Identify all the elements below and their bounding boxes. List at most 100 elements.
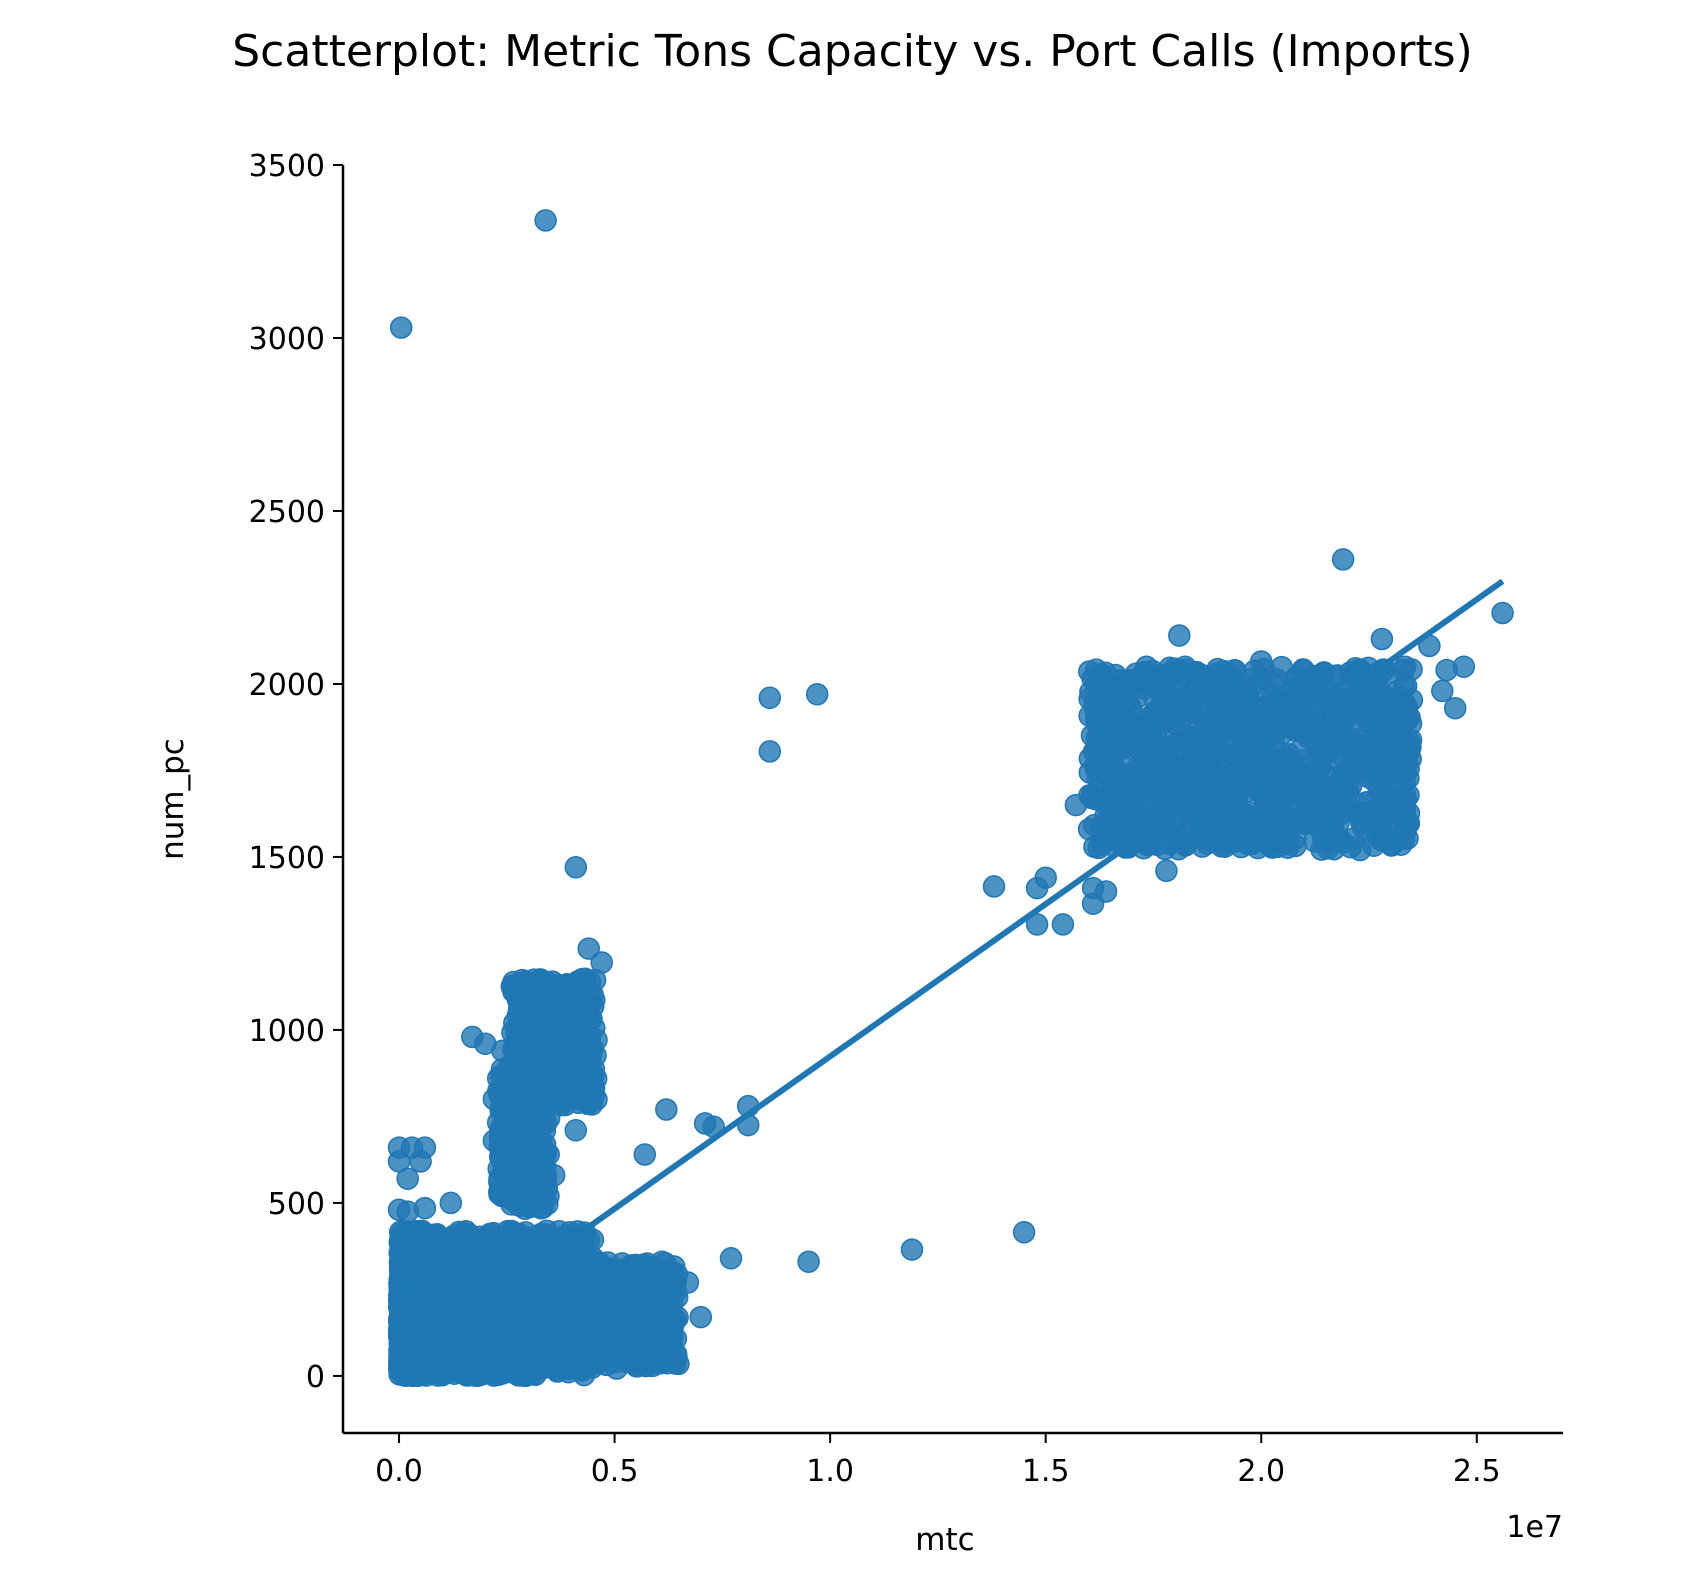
data-point xyxy=(1265,668,1288,691)
y-tick-label: 2500 xyxy=(249,495,325,530)
data-point xyxy=(758,740,782,763)
data-point xyxy=(1365,822,1388,846)
data-point xyxy=(486,1067,510,1090)
data-point xyxy=(590,951,613,974)
data-point xyxy=(1318,714,1342,737)
x-axis-ticks: 0.0 0.5 1.0 1.5 2.0 2.5 xyxy=(375,1433,1501,1489)
data-point xyxy=(1393,692,1417,716)
data-point xyxy=(483,1310,507,1334)
data-point xyxy=(1094,880,1118,903)
data-point xyxy=(1168,682,1191,706)
data-point xyxy=(1353,759,1376,782)
x-tick-label: 0.5 xyxy=(591,1454,639,1489)
data-point xyxy=(1452,655,1476,678)
data-point xyxy=(1293,783,1316,806)
data-point xyxy=(520,1229,544,1253)
data-point xyxy=(507,1149,530,1173)
data-point xyxy=(1339,835,1362,859)
data-point xyxy=(1159,751,1183,774)
data-point xyxy=(555,974,579,997)
y-tick-label: 1500 xyxy=(249,841,325,876)
data-point xyxy=(482,1129,506,1152)
data-point xyxy=(542,1163,566,1187)
data-point xyxy=(652,1350,676,1373)
data-point xyxy=(491,1039,514,1062)
data-point xyxy=(424,1354,447,1378)
data-point xyxy=(624,1253,647,1277)
data-point xyxy=(447,1259,471,1283)
data-point xyxy=(1168,624,1191,647)
data-point xyxy=(530,1129,553,1152)
y-tick-label: 3000 xyxy=(249,322,325,357)
data-point xyxy=(396,1167,419,1190)
data-point xyxy=(409,1150,432,1173)
x-tick-label: 1.0 xyxy=(806,1454,854,1489)
data-point xyxy=(565,1257,588,1280)
y-axis-label: num_pc xyxy=(155,738,191,860)
data-point xyxy=(482,1087,506,1111)
regression-line xyxy=(397,578,1505,1364)
data-point xyxy=(396,1200,419,1223)
data-point xyxy=(588,1332,611,1356)
data-point xyxy=(1397,802,1421,825)
data-point xyxy=(435,1229,458,1253)
data-point xyxy=(1229,705,1252,729)
data-point xyxy=(1443,696,1467,720)
data-point xyxy=(575,1059,598,1082)
data-point xyxy=(560,1085,583,1108)
data-point xyxy=(1095,673,1118,696)
data-point xyxy=(565,1327,588,1351)
x-tick-label: 0.0 xyxy=(375,1454,423,1489)
data-point xyxy=(1306,761,1330,784)
data-point xyxy=(508,975,531,998)
chart-title: Scatterplot: Metric Tons Capacity vs. Po… xyxy=(232,26,1473,77)
data-point xyxy=(797,1250,820,1273)
data-point xyxy=(534,209,557,232)
data-point xyxy=(1251,699,1275,723)
data-point xyxy=(805,683,829,706)
data-point xyxy=(1012,1221,1036,1244)
data-point xyxy=(530,1033,554,1056)
y-tick-label: 0 xyxy=(306,1360,325,1395)
data-point xyxy=(1181,701,1205,725)
data-point xyxy=(1249,650,1273,673)
data-point xyxy=(1398,730,1421,754)
data-point xyxy=(389,316,413,339)
data-point xyxy=(1212,787,1236,810)
data-point xyxy=(1122,806,1145,829)
data-point xyxy=(1366,682,1389,705)
data-point xyxy=(569,1300,593,1323)
scatter-points xyxy=(387,209,1514,1388)
data-point xyxy=(1257,830,1281,853)
data-point xyxy=(1491,601,1514,625)
data-point xyxy=(1160,774,1184,797)
x-axis-offset-label: 1e7 xyxy=(1506,1510,1563,1545)
data-point xyxy=(1155,859,1178,883)
data-point xyxy=(1187,736,1211,760)
data-point xyxy=(650,1250,674,1273)
data-point xyxy=(1124,777,1148,801)
data-point xyxy=(1158,656,1182,680)
data-point xyxy=(1236,773,1259,796)
data-point xyxy=(584,1351,608,1375)
y-tick-label: 3500 xyxy=(249,149,325,184)
x-tick-label: 2.0 xyxy=(1237,1454,1285,1489)
data-point xyxy=(1274,747,1298,770)
data-point xyxy=(655,1098,678,1121)
data-point xyxy=(452,1344,476,1367)
data-point xyxy=(758,686,782,710)
x-axis-label: mtc xyxy=(915,1522,974,1558)
data-point xyxy=(458,1282,482,1305)
data-point xyxy=(1370,627,1394,651)
y-tick-label: 2000 xyxy=(249,668,325,703)
data-point xyxy=(548,1001,571,1024)
data-point xyxy=(1103,715,1126,739)
data-point xyxy=(1180,816,1203,839)
y-tick-label: 1000 xyxy=(249,1014,325,1049)
data-point xyxy=(676,1271,700,1294)
data-point xyxy=(564,1119,588,1142)
data-point xyxy=(578,970,602,994)
data-point xyxy=(1331,548,1355,571)
